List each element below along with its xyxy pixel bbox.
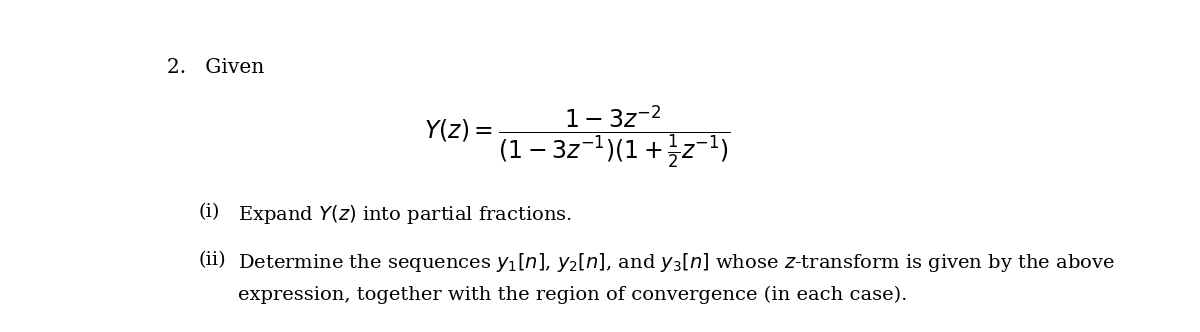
Text: Expand $Y(z)$ into partial fractions.: Expand $Y(z)$ into partial fractions. [239, 204, 572, 226]
Text: Determine the sequences $y_1[n]$, $y_2[n]$, and $y_3[n]$ whose $z$-transform is : Determine the sequences $y_1[n]$, $y_2[n… [239, 251, 1115, 274]
Text: (i): (i) [198, 204, 220, 221]
Text: 2.   Given: 2. Given [167, 58, 264, 77]
Text: $Y(z) = \dfrac{1 - 3z^{-2}}{(1 - 3z^{-1})(1 + \frac{1}{2}z^{-1})}$: $Y(z) = \dfrac{1 - 3z^{-2}}{(1 - 3z^{-1}… [425, 103, 731, 171]
Text: (ii): (ii) [198, 251, 226, 269]
Text: expression, together with the region of convergence (in each case).: expression, together with the region of … [239, 285, 907, 303]
